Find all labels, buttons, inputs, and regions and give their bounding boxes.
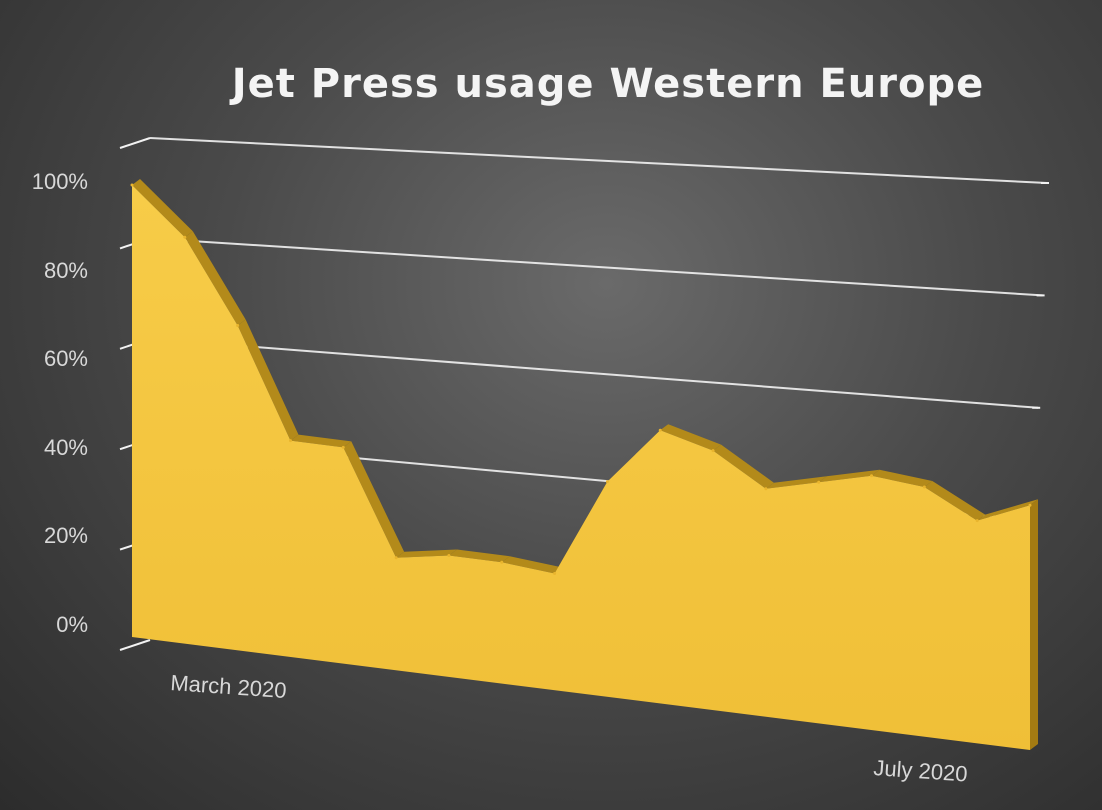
area-top-edge bbox=[448, 549, 510, 563]
area-top-edge bbox=[818, 469, 880, 483]
data-point bbox=[500, 560, 504, 564]
data-point bbox=[553, 572, 557, 576]
data-point bbox=[658, 428, 662, 432]
area-top-edge bbox=[290, 434, 352, 448]
area-right-face bbox=[1030, 499, 1038, 750]
area-top-edge bbox=[396, 549, 457, 558]
area-top-edge bbox=[132, 179, 193, 238]
y-tick-label: 60% bbox=[44, 346, 88, 371]
y-tick-label: 80% bbox=[44, 258, 88, 283]
y-tick-label: 40% bbox=[44, 435, 88, 460]
gridline bbox=[149, 337, 1039, 409]
y-axis: 0% 20% 40% 60% 80% 100% bbox=[32, 169, 88, 637]
data-point bbox=[922, 485, 926, 489]
data-point bbox=[130, 183, 134, 187]
area-top-edge bbox=[184, 231, 246, 326]
area-front-face bbox=[132, 185, 1030, 750]
y-tick-label: 100% bbox=[32, 169, 88, 194]
area-top-edge bbox=[343, 441, 405, 558]
area-top-edge bbox=[977, 499, 1038, 521]
data-point bbox=[288, 439, 292, 443]
data-point bbox=[1028, 503, 1032, 507]
data-point bbox=[341, 445, 345, 449]
data-point bbox=[236, 323, 240, 327]
area-top-edge bbox=[713, 444, 774, 489]
area-series bbox=[130, 179, 1038, 750]
area-top-edge bbox=[924, 481, 986, 521]
x-axis-label-end: July 2020 bbox=[873, 755, 969, 787]
area-top-edge bbox=[765, 476, 827, 489]
gridline bbox=[149, 137, 1048, 184]
data-point bbox=[605, 480, 609, 484]
left-depth-tick bbox=[119, 639, 151, 651]
data-point bbox=[870, 474, 874, 478]
data-point bbox=[394, 556, 398, 560]
x-axis-label-start: March 2020 bbox=[170, 670, 288, 703]
area-top-edge bbox=[501, 556, 563, 574]
data-point bbox=[975, 519, 979, 523]
gridline bbox=[149, 237, 1043, 297]
area-top-edge bbox=[660, 424, 722, 451]
chart-title: Jet Press usage Western Europe bbox=[229, 61, 985, 107]
area-top-edge bbox=[871, 469, 933, 488]
left-depth-tick bbox=[119, 137, 151, 149]
data-point bbox=[447, 554, 451, 558]
data-point bbox=[183, 235, 187, 239]
data-point bbox=[764, 487, 768, 491]
data-point bbox=[711, 449, 715, 453]
area-top-edge bbox=[237, 319, 299, 441]
data-point bbox=[817, 480, 821, 484]
y-tick-label: 0% bbox=[56, 612, 88, 637]
y-tick-label: 20% bbox=[44, 523, 88, 548]
